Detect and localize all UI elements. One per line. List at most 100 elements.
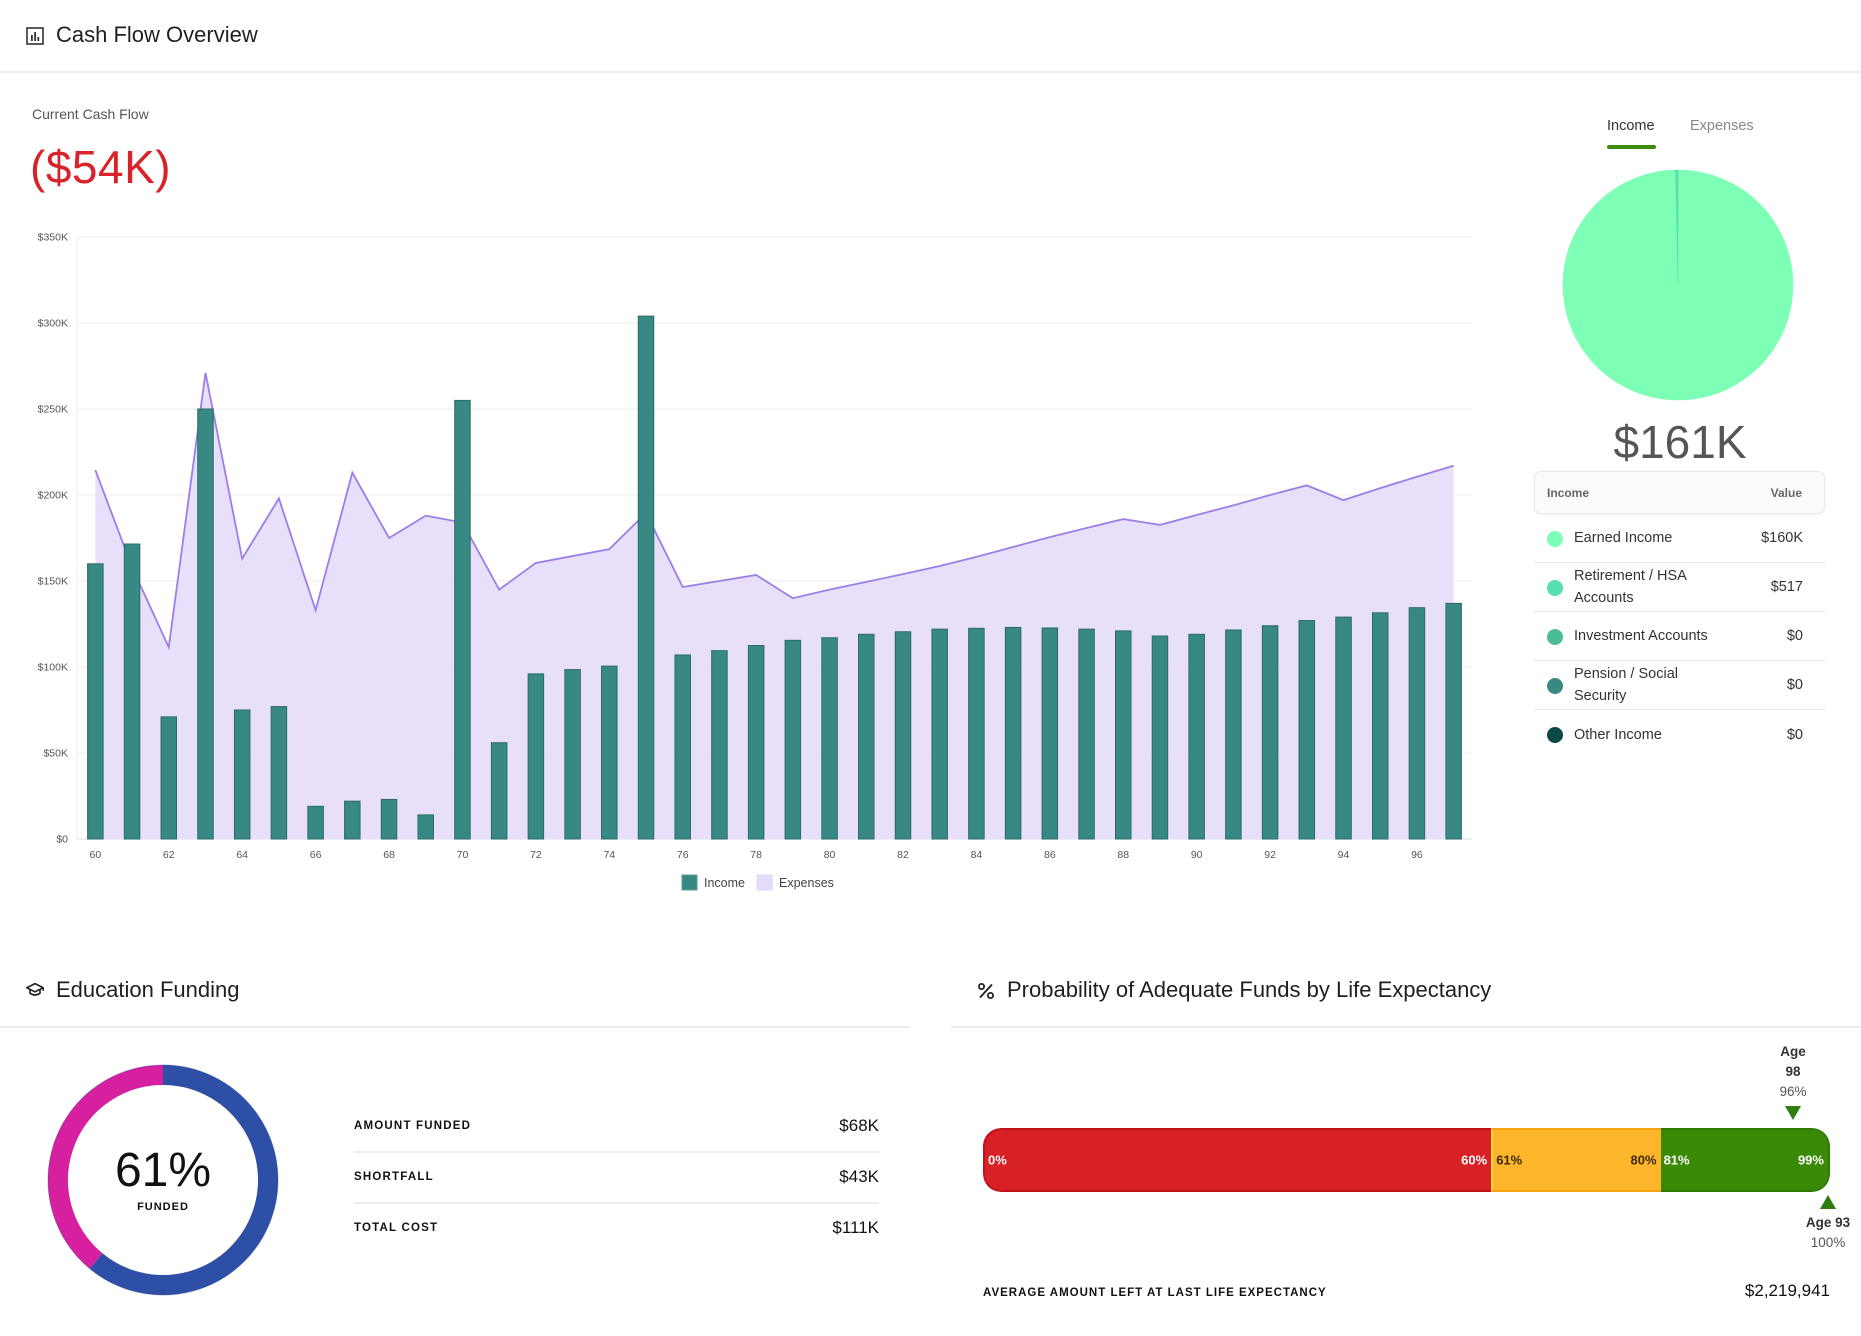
income-value: $0 — [1786, 677, 1803, 693]
income-bar[interactable] — [1371, 612, 1389, 840]
header-divider — [0, 71, 1861, 73]
income-name: Investment Accounts — [1574, 628, 1708, 644]
income-bar[interactable] — [490, 742, 508, 840]
legend-dot — [1547, 580, 1563, 596]
x-tick-label: 90 — [1191, 849, 1203, 861]
segment-end-label: 99% — [1797, 1152, 1824, 1168]
income-bar[interactable] — [931, 628, 948, 840]
income-bar[interactable] — [1151, 635, 1169, 840]
marker-percentage: 100% — [1810, 1235, 1846, 1250]
triangle-up-icon — [1820, 1195, 1836, 1209]
segment-end-label: 60% — [1461, 1152, 1488, 1168]
income-bar[interactable] — [1335, 616, 1352, 840]
income-bar[interactable] — [711, 650, 728, 840]
income-row: Earned Income $160K — [1534, 514, 1825, 563]
legend-expenses-label[interactable]: Expenses — [779, 876, 834, 890]
cash-flow-title: Cash Flow Overview — [56, 22, 258, 47]
income-bar[interactable] — [1078, 628, 1095, 840]
income-name: Other Income — [1574, 726, 1662, 743]
x-tick-label: 82 — [897, 849, 909, 861]
percent-icon — [976, 981, 996, 1001]
income-bar[interactable] — [160, 716, 178, 840]
income-bar[interactable] — [784, 639, 802, 840]
income-total: $161K — [1613, 416, 1747, 468]
current-cash-flow-value: ($54K) — [30, 141, 172, 193]
income-bar[interactable] — [1115, 630, 1132, 840]
probability-bar: 0% 60% 61% 80% 81% 99% — [983, 1128, 1830, 1192]
income-bar[interactable] — [87, 563, 104, 840]
shortfall-label: SHORTFALL — [354, 1171, 434, 1183]
income-row: Other Income $0 — [1534, 710, 1825, 759]
income-name: Pension / Social Security — [1574, 666, 1678, 704]
probability-segment-medium: 61% 80% — [1491, 1128, 1661, 1192]
legend-expenses-swatch — [756, 874, 773, 891]
amount-funded-value: $68K — [839, 1116, 879, 1135]
x-tick-label: 92 — [1264, 849, 1276, 861]
amount-funded-label: AMOUNT FUNDED — [354, 1120, 472, 1132]
shortfall-value: $43K — [839, 1167, 879, 1186]
income-bar[interactable] — [747, 645, 765, 840]
total-cost-label: TOTAL COST — [354, 1222, 439, 1234]
income-bar[interactable] — [344, 800, 361, 840]
probability-segment-low: 0% 60% — [983, 1128, 1492, 1192]
x-tick-label: 94 — [1338, 849, 1350, 861]
expenses-area-fill — [95, 372, 1454, 839]
total-cost-value: $111K — [832, 1218, 879, 1237]
income-table-header: Income Value — [1534, 471, 1825, 514]
income-bar[interactable] — [821, 637, 838, 840]
education-row: TOTAL COST $111K — [354, 1204, 879, 1255]
funded-label: FUNDED — [137, 1201, 189, 1213]
income-bar[interactable] — [858, 633, 875, 840]
income-bar[interactable] — [270, 706, 288, 840]
legend-income-label[interactable]: Income — [704, 876, 745, 890]
income-bar[interactable] — [123, 543, 141, 840]
donut-shortfall-arc — [48, 1065, 164, 1269]
probability-segment-high: 81% 99% — [1660, 1128, 1830, 1192]
x-tick-label: 80 — [824, 849, 836, 861]
average-amount-label: AVERAGE AMOUNT LEFT AT LAST LIFE EXPECTA… — [983, 1287, 1327, 1299]
income-bar[interactable] — [1298, 620, 1316, 840]
life-expectancy-marker-top: Age 98 96% — [1768, 1042, 1818, 1120]
income-bar[interactable] — [601, 665, 618, 840]
income-bar[interactable] — [637, 315, 655, 840]
income-bar[interactable] — [564, 669, 581, 840]
income-bar[interactable] — [1408, 607, 1426, 840]
legend-dot — [1547, 531, 1563, 547]
education-divider — [0, 1026, 910, 1028]
income-bar[interactable] — [674, 654, 691, 840]
segment-start-label: 81% — [1663, 1152, 1690, 1168]
income-bar[interactable] — [417, 814, 434, 840]
marker-percentage: 96% — [1779, 1084, 1807, 1099]
tab-income[interactable]: Income — [1607, 118, 1655, 134]
income-bar[interactable] — [1041, 627, 1059, 840]
income-bar[interactable] — [894, 631, 912, 840]
income-bar[interactable] — [197, 408, 214, 840]
x-tick-label: 72 — [530, 849, 542, 861]
income-pie-chart — [1562, 169, 1794, 401]
income-name: Retirement / HSA Accounts — [1574, 568, 1687, 606]
x-axis: 60 62 64 66 68 70 72 74 76 78 80 82 84 86 88 90 92 94 96 — [90, 849, 1423, 861]
income-column-header: Income — [1547, 486, 1590, 500]
income-bar[interactable] — [968, 627, 985, 840]
income-expenses-tabs: Income Expenses — [1590, 118, 1790, 150]
income-value: $517 — [1770, 579, 1803, 595]
segment-end-label: 80% — [1630, 1152, 1657, 1168]
income-bar[interactable] — [380, 798, 398, 840]
income-bar[interactable] — [454, 399, 471, 840]
income-bar[interactable] — [1004, 626, 1022, 840]
x-tick-label: 62 — [163, 849, 175, 861]
pie-slice[interactable] — [1675, 169, 1679, 286]
y-tick-label: $250K — [38, 404, 68, 416]
income-bar[interactable] — [527, 673, 545, 840]
average-amount-value: $2,219,941 — [1744, 1281, 1830, 1300]
income-bar[interactable] — [233, 709, 251, 840]
income-bar[interactable] — [1225, 629, 1242, 840]
segment-start-label: 61% — [1496, 1152, 1523, 1168]
education-title: Education Funding — [56, 977, 240, 1002]
income-bar[interactable] — [1261, 625, 1279, 840]
income-bar[interactable] — [307, 805, 324, 840]
income-bar[interactable] — [1188, 633, 1205, 840]
cash-flow-chart: $0$50K$100K$150K$200K$250K$300K$350K 60 6… — [38, 232, 1472, 891]
income-bar[interactable] — [1445, 602, 1462, 840]
tab-expenses[interactable]: Expenses — [1690, 118, 1754, 134]
